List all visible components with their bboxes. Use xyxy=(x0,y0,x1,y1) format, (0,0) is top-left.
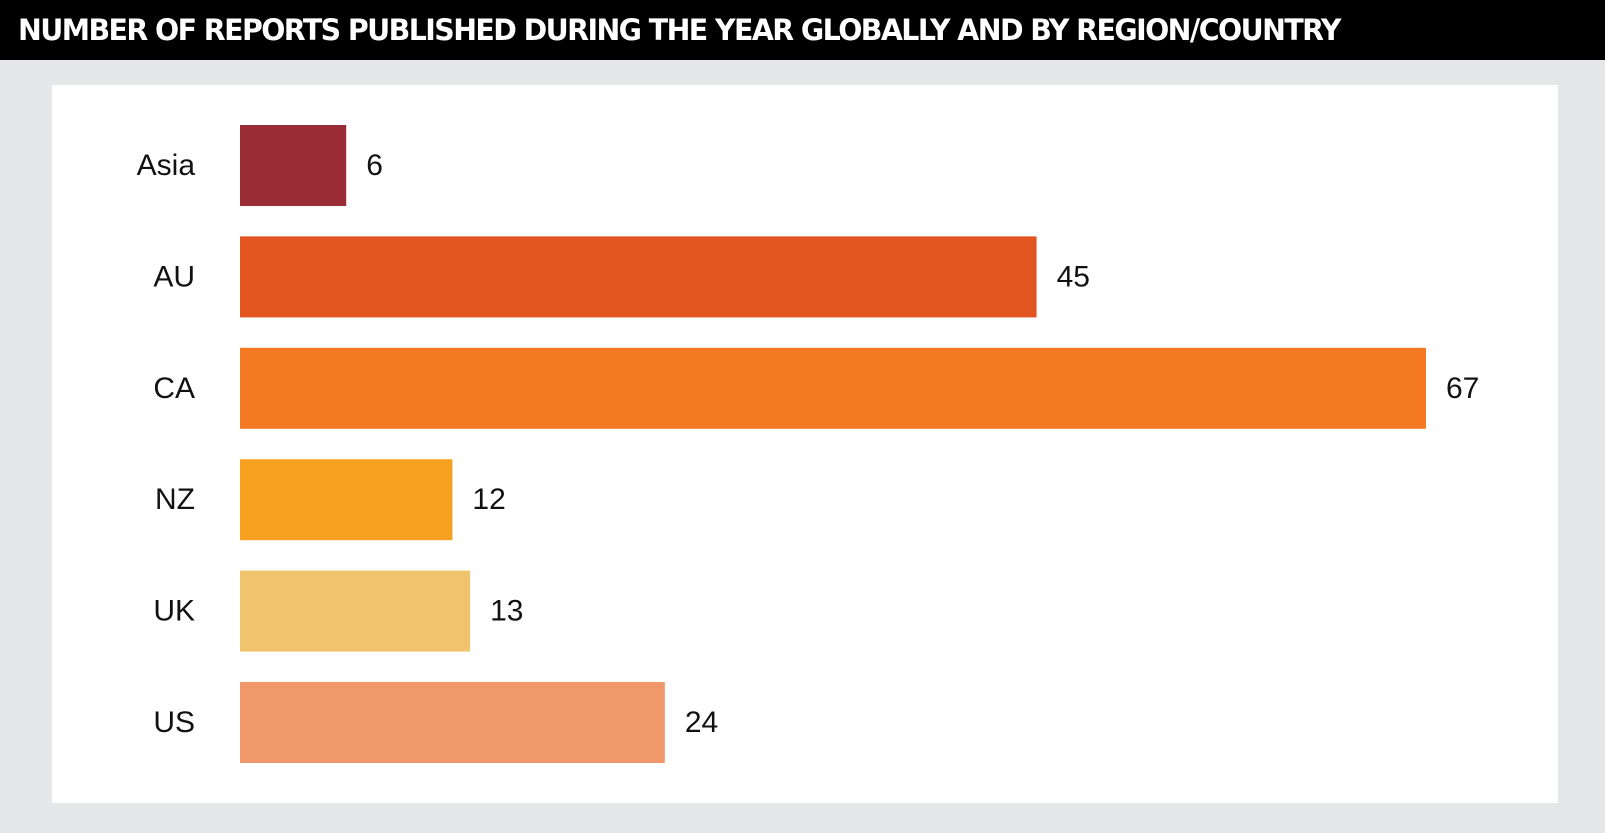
bar-us xyxy=(240,682,665,763)
category-label-au: AU xyxy=(153,260,195,293)
value-label-asia: 6 xyxy=(366,149,383,182)
value-label-uk: 13 xyxy=(490,595,523,628)
category-label-ca: CA xyxy=(153,372,195,405)
bar-ca xyxy=(240,347,1426,429)
value-label-nz: 12 xyxy=(472,483,505,516)
bar-asia xyxy=(240,125,347,206)
value-label-au: 45 xyxy=(1057,260,1090,293)
bar-uk xyxy=(240,570,471,652)
title-bar: NUMBER OF REPORTS PUBLISHED DURING THE Y… xyxy=(0,0,1605,60)
category-label-asia: Asia xyxy=(137,149,196,182)
value-label-ca: 67 xyxy=(1446,372,1479,405)
chart-title: NUMBER OF REPORTS PUBLISHED DURING THE Y… xyxy=(18,13,1341,47)
category-label-us: US xyxy=(153,706,195,739)
value-label-us: 24 xyxy=(685,706,718,739)
category-label-uk: UK xyxy=(153,595,195,628)
bar-nz xyxy=(240,459,453,541)
bar-au xyxy=(240,236,1037,318)
category-label-nz: NZ xyxy=(155,483,195,516)
